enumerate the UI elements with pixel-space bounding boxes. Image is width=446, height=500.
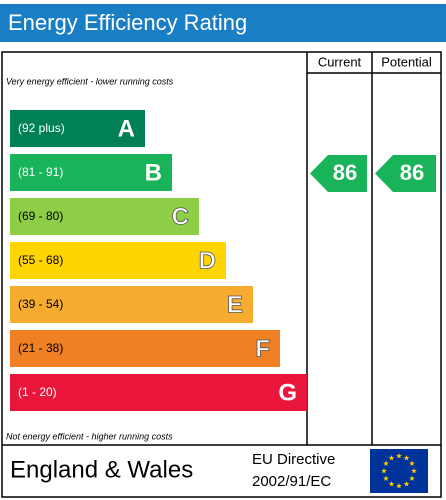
band-range: (21 - 38) (18, 341, 63, 355)
band-letter: A (118, 115, 135, 142)
band-range: (1 - 20) (18, 385, 57, 399)
eu-star (381, 468, 387, 474)
band-bar (10, 374, 307, 411)
column-header: Potential (381, 54, 432, 69)
eu-star (411, 468, 417, 474)
eu-star (409, 475, 415, 481)
band-range: (69 - 80) (18, 209, 63, 223)
band-bar (10, 242, 226, 279)
potential-rating: 86 (400, 160, 424, 185)
eu-star (396, 483, 402, 489)
band-letter: F (255, 335, 270, 362)
eu-star (396, 453, 402, 459)
band-letter: E (227, 291, 243, 318)
eu-star (403, 480, 410, 487)
band-bar (10, 198, 199, 235)
band-range: (81 - 91) (18, 165, 63, 179)
directive-line2: 2002/91/EC (252, 473, 331, 490)
band-bar (10, 330, 280, 367)
bands: (92 plus) A (81 - 91) B (69 - 80) C (55 - 68) D… (10, 110, 307, 411)
band-letter: G (278, 379, 297, 406)
eu-star (388, 480, 395, 487)
header-bar (0, 4, 446, 42)
band-letter: B (145, 159, 162, 186)
current-rating: 86 (333, 160, 357, 185)
eu-star (403, 455, 410, 461)
band-bar (10, 154, 172, 191)
directive-line1: EU Directive (252, 451, 335, 468)
eu-star (409, 460, 415, 466)
band-range: (92 plus) (18, 121, 65, 135)
current-arrow (310, 155, 367, 192)
eu-star (383, 475, 389, 481)
band-bar (10, 286, 253, 323)
band-range: (55 - 68) (18, 253, 63, 267)
potential-arrow (375, 155, 436, 192)
eu-star (383, 460, 389, 466)
band-range: (39 - 54) (18, 297, 63, 311)
band-letter: D (199, 247, 216, 274)
top-note: Very energy efficient - lower running co… (6, 76, 174, 86)
header-title: Energy Efficiency Rating (8, 10, 247, 35)
column-header: Current (318, 54, 362, 69)
eu-star (388, 455, 395, 461)
region: England & Wales (10, 456, 193, 483)
band-bar (10, 110, 145, 147)
eu-flag (370, 449, 428, 493)
bottom-note: Not energy efficient - higher running co… (6, 431, 173, 441)
band-letter: C (172, 203, 189, 230)
